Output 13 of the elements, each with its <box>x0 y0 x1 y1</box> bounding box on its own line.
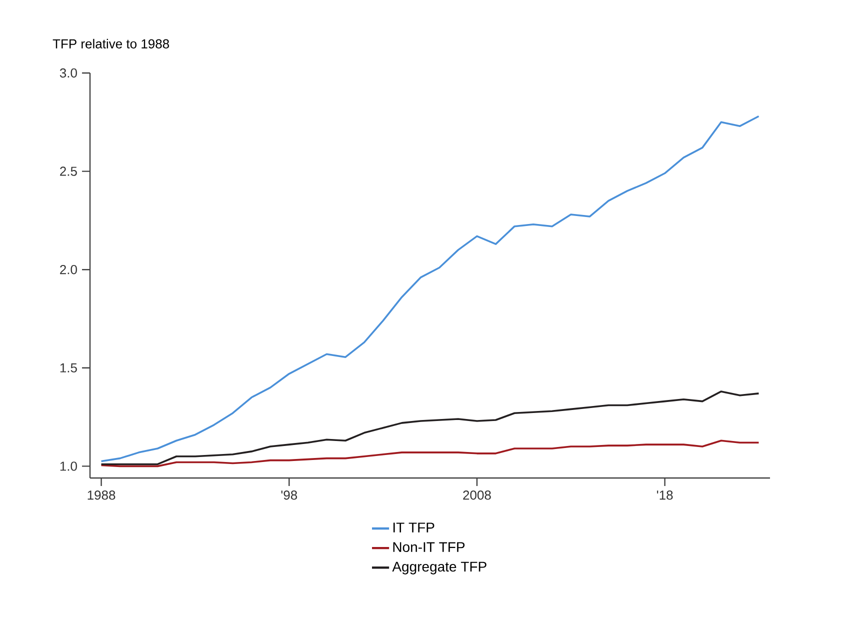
x-tick-label: 2008 <box>463 490 491 500</box>
x-tick-label: 1988 <box>88 490 116 500</box>
y-tick-label: 1.0 <box>60 462 77 471</box>
y-tick-label: 3.0 <box>60 68 77 78</box>
y-axis-title: TFP relative to 1988 <box>52 38 170 48</box>
legend-label: Non-IT TFP <box>393 542 465 552</box>
legend-label: Aggregate TFP <box>392 562 486 574</box>
legend-label: IT TFP <box>393 522 434 532</box>
x-tick-label: '98 <box>281 490 298 500</box>
x-tick-label: '18 <box>657 490 673 500</box>
y-tick-label: 2.0 <box>60 264 77 274</box>
y-tick-label: 2.5 <box>60 166 77 176</box>
y-tick-label: 1.5 <box>60 363 77 372</box>
